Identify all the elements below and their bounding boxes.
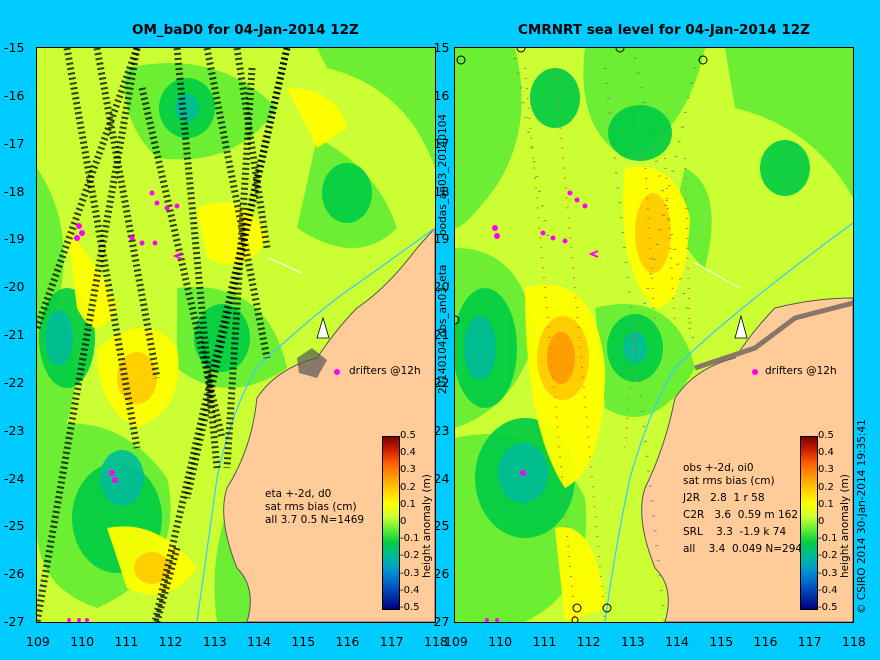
left-stats-line-3: all 3.7 0.5 N=1469 <box>265 514 365 526</box>
right-map-title: CMRNRT sea level for 04-Jan-2014 12Z <box>518 22 810 38</box>
longitude-tick-label: 111 <box>532 634 557 649</box>
right-colorbar <box>800 436 818 610</box>
colorbar-tick-label: 0 <box>818 516 825 527</box>
longitude-tick-label: 113 <box>620 634 645 649</box>
latitude-tick-label: -16 <box>4 87 25 103</box>
colorbar-tick-label: 0.2 <box>818 481 834 493</box>
longitude-tick-label: 109 <box>444 634 468 649</box>
colorbar-tick-label: -0.5 <box>818 602 838 613</box>
colorbar-tick-label: 0.4 <box>400 447 416 459</box>
longitude-tick-label: 109 <box>26 634 50 649</box>
right-stats-line-3: J2R 2.8 1 r 58 <box>683 492 765 504</box>
longitude-tick-label: 111 <box>114 634 139 649</box>
right-stats-line-1: obs +-2d, oi0 <box>683 462 754 474</box>
colorbar-tick-label: 0.1 <box>400 498 416 510</box>
left-colorbar <box>382 436 400 610</box>
mid-label-top: bodas_an03_20140104 <box>437 113 449 236</box>
drifters-label: drifters @12h <box>349 365 421 377</box>
longitude-tick-label: 110 <box>488 634 513 649</box>
latitude-tick-label: -23 <box>4 422 25 438</box>
longitude-tick-label: 110 <box>70 634 95 649</box>
colorbar-tick-label: 0.2 <box>400 481 416 493</box>
drifters-label: drifters @12h <box>765 365 837 377</box>
left-stats-line-1: eta +-2d, d0 <box>265 488 332 500</box>
longitude-tick-label: 115 <box>709 634 734 649</box>
colorbar-tick-label: 0.1 <box>818 498 834 510</box>
longitude-tick-label: 118 <box>842 634 866 649</box>
latitude-tick-label: -15 <box>4 40 25 55</box>
latitude-tick-label: -26 <box>4 566 25 582</box>
mid-label-bottom: 20140104.obs_an03_eta <box>437 264 449 394</box>
right-colorbar-label: height anomaly (m) <box>839 474 851 578</box>
longitude-tick-label: 118 <box>424 634 448 649</box>
left-colorbar-label: height anomaly (m) <box>421 474 433 578</box>
right-stats-line-4: C2R 3.6 0.59 m 162 <box>683 509 799 521</box>
colorbar-tick-label: -0.4 <box>818 584 838 596</box>
latitude-tick-label: -18 <box>4 183 25 199</box>
colorbar-tick-label: -0.2 <box>400 550 420 562</box>
latitude-tick-label: -20 <box>4 279 25 295</box>
copyright-text: © CSIRO 2014 30-Jan-2014 19:35:41 <box>856 419 868 614</box>
latitude-tick-label: -27 <box>4 614 25 629</box>
longitude-tick-label: 116 <box>335 634 360 649</box>
latitude-tick-label: -19 <box>4 231 25 247</box>
right-map-field <box>455 48 853 622</box>
right-stats-line-6: all 3.4 0.049 N=294 <box>683 543 803 555</box>
longitude-tick-label: 116 <box>753 634 778 649</box>
latitude-tick-label: -24 <box>4 470 25 486</box>
left-map-panel: drifters @12h eta +-2d, d0 sat rms bias … <box>36 47 436 623</box>
colorbar-tick-label: -0.3 <box>400 567 420 579</box>
colorbar-tick-label: 0.5 <box>818 430 834 441</box>
colorbar-tick-label: 0 <box>400 516 407 527</box>
colorbar-tick-label: 0.3 <box>818 464 834 476</box>
colorbar-tick-label: 0.3 <box>400 464 416 476</box>
colorbar-tick-label: -0.4 <box>400 584 420 596</box>
right-stats-line-5: SRL 3.3 -1.9 k 74 <box>683 526 787 538</box>
colorbar-tick-label: -0.5 <box>400 602 420 613</box>
left-map-title: OM_baD0 for 04-Jan-2014 12Z <box>132 22 359 38</box>
latitude-tick-label: -17 <box>4 135 25 151</box>
longitude-tick-label: 112 <box>576 634 601 649</box>
longitude-tick-label: 114 <box>665 634 689 649</box>
colorbar-tick-label: 0.5 <box>400 430 416 441</box>
colorbar-tick-label: -0.2 <box>818 550 838 562</box>
longitude-tick-label: 114 <box>247 634 271 649</box>
colorbar-tick-label: -0.3 <box>818 567 838 579</box>
left-stats-line-2: sat rms bias (cm) <box>265 501 357 513</box>
right-map-panel: drifters @12h obs +-2d, oi0 sat rms bias… <box>454 47 854 623</box>
longitude-tick-label: 112 <box>158 634 183 649</box>
colorbar-tick-label: -0.1 <box>400 533 420 545</box>
longitude-tick-label: 113 <box>202 634 227 649</box>
colorbar-tick-label: 0.4 <box>818 447 834 459</box>
latitude-tick-label: -25 <box>4 518 25 534</box>
left-map-field <box>37 48 435 622</box>
latitude-tick-label: -21 <box>4 327 25 342</box>
latitude-tick-label: -22 <box>4 374 25 390</box>
right-stats-line-2: sat rms bias (cm) <box>683 475 775 487</box>
longitude-tick-label: 115 <box>291 634 316 649</box>
longitude-tick-label: 117 <box>797 634 822 649</box>
longitude-tick-label: 117 <box>379 634 404 649</box>
colorbar-tick-label: -0.1 <box>818 533 838 545</box>
